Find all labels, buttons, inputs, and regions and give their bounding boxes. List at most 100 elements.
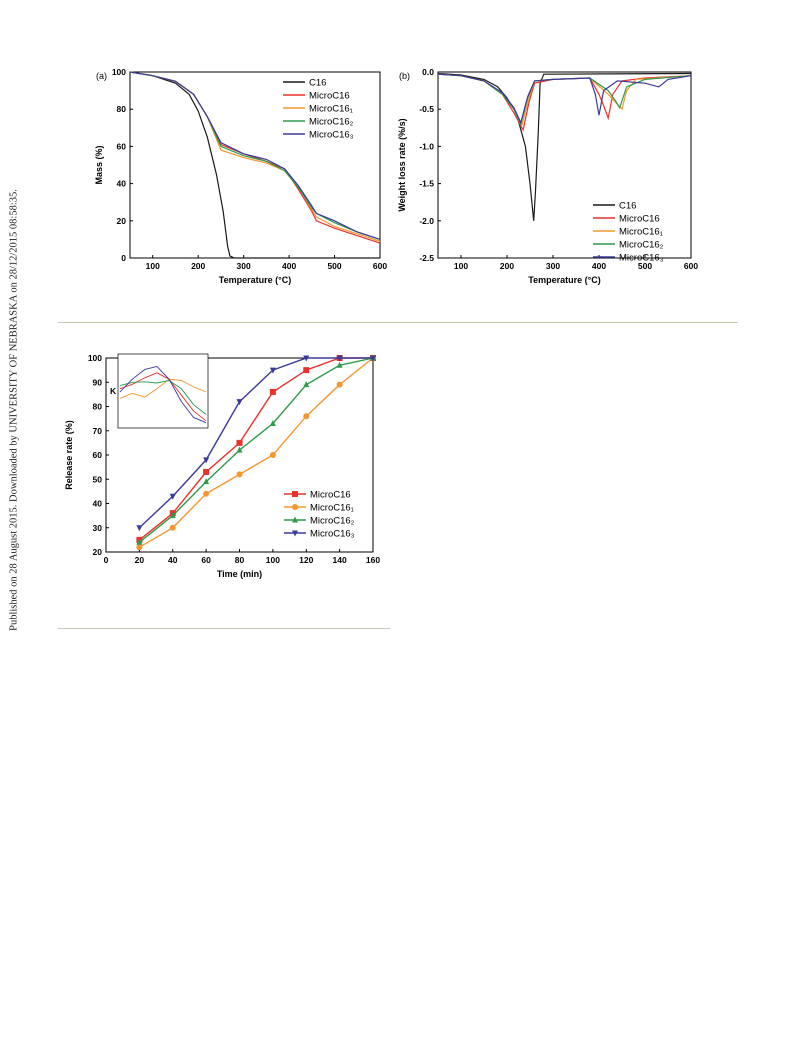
y-tick-label: 100 xyxy=(112,67,126,77)
legend-label-4: MicroC16₂ xyxy=(309,117,354,128)
data-point xyxy=(303,367,310,374)
x-tick-label: 80 xyxy=(235,555,245,565)
legend-label-1: C16 xyxy=(619,201,636,212)
data-point xyxy=(370,355,376,362)
y-tick-label: 0.0 xyxy=(422,67,434,77)
publication-side-note: Published on 28 August 2015. Downloaded … xyxy=(4,185,24,635)
data-point xyxy=(136,538,143,545)
x-tick-label: 300 xyxy=(546,261,560,271)
y-tick-label: 80 xyxy=(117,104,127,114)
data-point xyxy=(303,355,310,362)
data-point xyxy=(336,355,343,362)
chart-a-mass: 100 200 300 400 500 600 0 20 40 60 80 100 Temperatur… xyxy=(94,67,387,285)
data-point xyxy=(169,524,176,531)
y-tick-label: 0 xyxy=(121,253,126,263)
legend-marker-1 xyxy=(292,491,298,497)
series-line-2 xyxy=(139,357,374,548)
legend-marker-2 xyxy=(292,504,298,510)
legend-label-1: C16 xyxy=(309,78,326,89)
legend-marker-3 xyxy=(292,516,298,523)
panel-label-a: (a) xyxy=(96,71,107,81)
inset-line-3 xyxy=(119,380,207,415)
series-line-1 xyxy=(437,72,692,221)
x-tick-label: 40 xyxy=(168,555,178,565)
y-tick-label: 20 xyxy=(93,547,103,557)
x-tick-label: 500 xyxy=(638,261,652,271)
series-line-4 xyxy=(437,73,692,126)
inset-line-4 xyxy=(119,365,207,424)
legend-label-2: MicroC16₁ xyxy=(310,503,354,514)
data-point xyxy=(303,413,310,420)
data-point xyxy=(236,399,243,406)
divider-line-2 xyxy=(58,628,390,629)
series-line-1 xyxy=(138,357,373,541)
data-point xyxy=(269,367,276,374)
data-point xyxy=(269,388,276,395)
y-axis-label: Mass (%) xyxy=(94,145,104,184)
x-tick-label: 160 xyxy=(366,555,380,565)
legend-label-5: MicroC16₃ xyxy=(619,253,664,264)
x-tick-label: 20 xyxy=(135,555,145,565)
y-axis-label: Weight loss rate (%/s) xyxy=(397,118,407,211)
x-tick-label: 200 xyxy=(191,261,205,271)
x-tick-label: 400 xyxy=(592,261,606,271)
data-point xyxy=(303,381,310,388)
y-tick-label: 80 xyxy=(93,402,103,412)
y-tick-label: 100 xyxy=(88,353,102,363)
divider-line-1 xyxy=(58,322,738,323)
series-line-5 xyxy=(437,73,692,125)
data-point xyxy=(136,525,143,532)
y-tick-label: -2.0 xyxy=(419,216,434,226)
plot-frame xyxy=(437,71,692,259)
x-tick-label: 600 xyxy=(684,261,698,271)
legend-marker-4 xyxy=(292,530,298,537)
x-tick-label: 0 xyxy=(104,555,109,565)
data-point xyxy=(169,493,176,500)
legend-label-4: MicroC16₂ xyxy=(619,240,664,251)
series-line-3 xyxy=(437,73,692,128)
y-axis-label: Release rate (%) xyxy=(64,420,74,490)
legend-label-3: MicroC16₂ xyxy=(310,516,355,527)
legend-label-3: MicroC16₁ xyxy=(619,227,663,238)
data-point xyxy=(336,361,343,368)
series-line-5 xyxy=(129,71,381,240)
x-tick-label: 300 xyxy=(237,261,251,271)
x-axis-label: Time (min) xyxy=(217,569,262,579)
y-tick-label: 40 xyxy=(117,179,127,189)
y-tick-label: -0.5 xyxy=(419,104,434,114)
y-tick-label: 60 xyxy=(117,141,127,151)
y-tick-label: 50 xyxy=(93,474,103,484)
side-note-text: Published on 28 August 2015. Downloaded … xyxy=(8,189,20,631)
legend-label-5: MicroC16₃ xyxy=(309,130,354,141)
inset-line-1 xyxy=(119,372,207,422)
x-tick-label: 120 xyxy=(299,555,313,565)
y-tick-label: 30 xyxy=(93,523,103,533)
x-tick-label: 600 xyxy=(373,261,387,271)
y-tick-label: 70 xyxy=(93,426,103,436)
data-point xyxy=(169,512,176,519)
data-point xyxy=(269,452,276,458)
x-tick-label: 100 xyxy=(146,261,160,271)
x-tick-label: 400 xyxy=(282,261,296,271)
chart-c-release-rate: 0 20 40 60 80 100 120 140 1602030405060708090100… xyxy=(64,353,380,579)
x-axis-label: Temperature (°C) xyxy=(528,275,600,285)
data-point xyxy=(203,468,210,475)
x-tick-label: 100 xyxy=(266,555,280,565)
data-point xyxy=(236,439,243,446)
legend-label-2: MicroC16 xyxy=(309,91,350,102)
inset-y-label: K xyxy=(110,386,117,396)
series-line-1 xyxy=(129,71,380,259)
series-line-3 xyxy=(138,357,374,543)
x-tick-label: 60 xyxy=(201,555,211,565)
data-point xyxy=(203,478,210,485)
x-axis-label: Temperature (°C) xyxy=(219,275,291,285)
data-point xyxy=(236,471,243,478)
legend-label-4: MicroC16₃ xyxy=(310,529,355,540)
data-point xyxy=(269,419,276,426)
legend-label-2: MicroC16 xyxy=(619,214,660,225)
y-tick-label: 60 xyxy=(93,450,103,460)
y-tick-label: -2.5 xyxy=(419,253,434,263)
x-tick-label: 140 xyxy=(333,555,347,565)
y-tick-label: -1.5 xyxy=(419,179,434,189)
y-tick-label: 40 xyxy=(93,499,103,509)
